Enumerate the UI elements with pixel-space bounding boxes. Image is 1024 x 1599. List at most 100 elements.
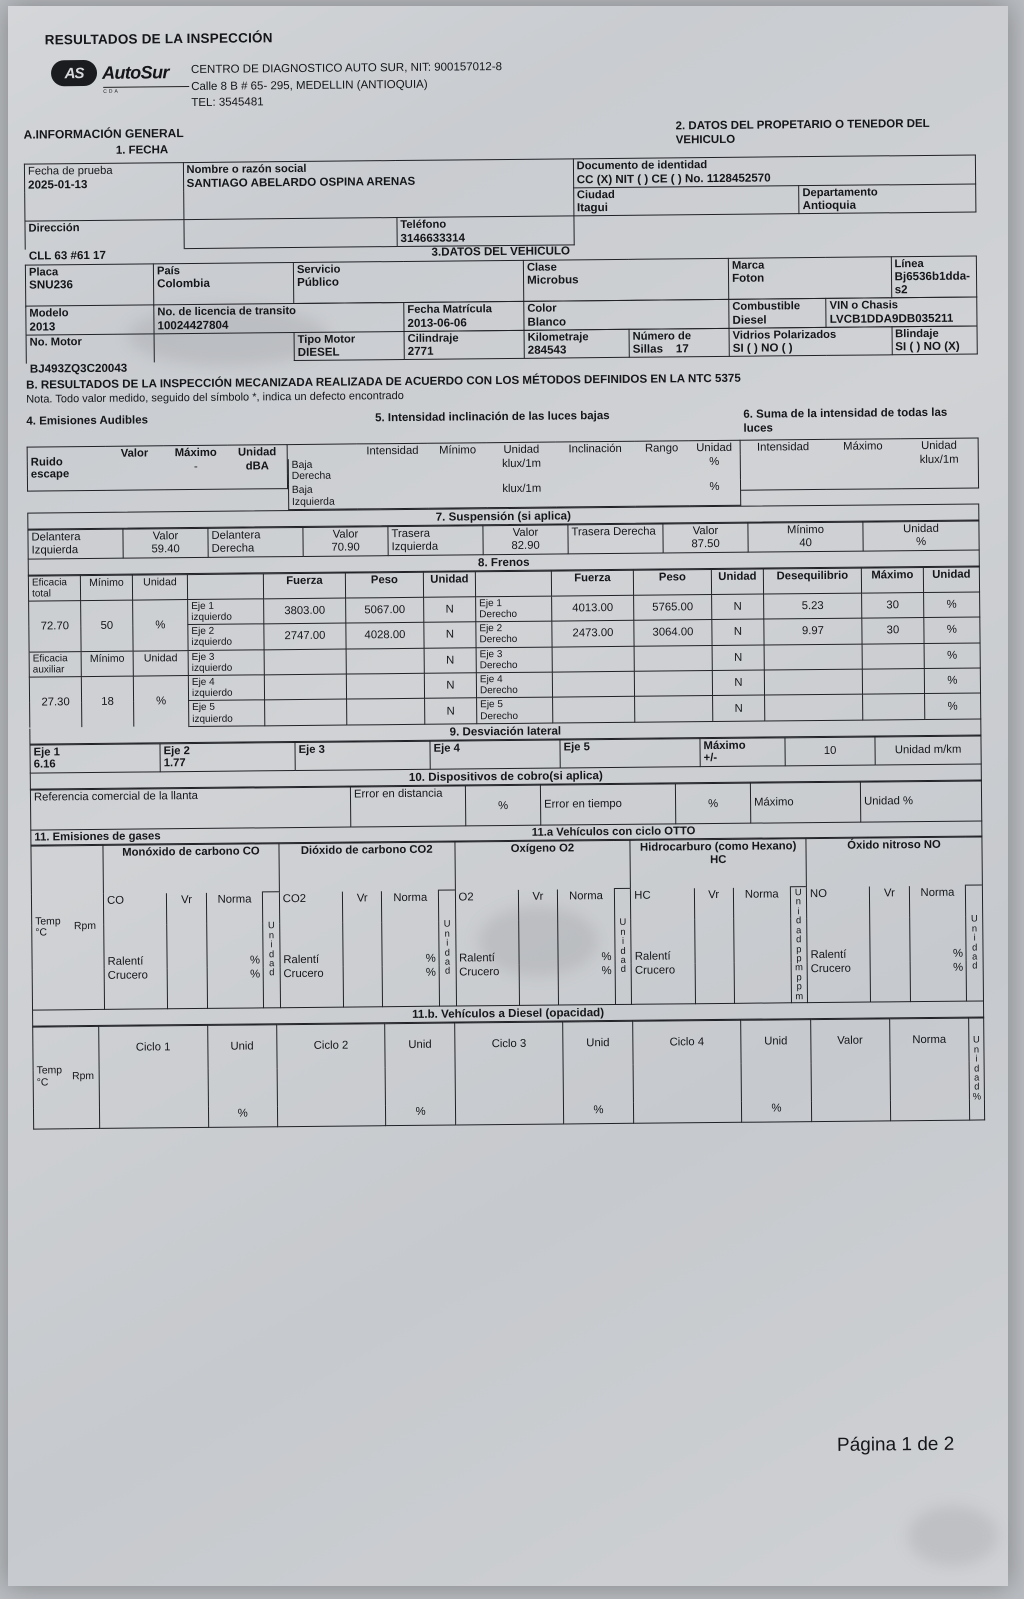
logo-subtext: CDA xyxy=(103,86,190,95)
error-tiempo-label: Error en tiempo xyxy=(540,783,676,826)
col-peso-der: Peso xyxy=(633,569,712,596)
eje4-der-label: Eje 4 Derecho xyxy=(476,672,553,699)
ruido-escape-label: Ruido escape xyxy=(27,446,106,492)
eje2-izq-peso: 4028.00 xyxy=(345,622,425,649)
no-crucero-unit: % xyxy=(909,960,967,1002)
eje3-der-peso xyxy=(634,645,713,672)
eje5-izq-label: Eje 5 izquierdo xyxy=(188,700,265,727)
vidrios-value: SI ( ) NO ( ) xyxy=(732,341,793,356)
eje3-izq-label: Eje 3 izquierdo xyxy=(188,649,265,676)
eje1-der-fuerza: 4013.00 xyxy=(551,595,634,622)
eje5-izq-peso xyxy=(346,698,425,725)
eje2-izq-fuerza: 2747.00 xyxy=(263,623,347,650)
desv-eje1-label: Eje 1 xyxy=(33,746,61,759)
eje1-der-peso: 5765.00 xyxy=(633,594,712,621)
susp-tra-izq-valor-label: Valor xyxy=(512,526,539,540)
eje2-der-peso: 3064.00 xyxy=(633,619,713,646)
co2-crucero-value xyxy=(343,966,383,1007)
eje1-desequilibrio: 5.23 xyxy=(763,593,862,620)
desv-unidad: Unidad m/km xyxy=(874,735,982,766)
opacidad-valor-label: Valor xyxy=(810,1018,890,1064)
cilindraje-value: 2771 xyxy=(407,344,434,359)
no-group-title: Óxido nitroso NO xyxy=(805,837,983,887)
susp-tra-der-valor-label: Valor xyxy=(692,525,719,538)
hc-key: HC xyxy=(630,887,695,920)
ciclo3-label: Ciclo 3 xyxy=(454,1021,564,1067)
logo-mark-icon: AS xyxy=(50,59,98,87)
placa-value: SNU236 xyxy=(29,278,73,292)
col-desequilibrio: Desequilibrio xyxy=(763,567,862,594)
eje5-izq-unidad: N xyxy=(424,698,477,725)
departamento-value: Antioquia xyxy=(802,198,857,213)
error-tiempo-unidad: % xyxy=(675,783,751,824)
susp-minimo: 40 xyxy=(799,536,812,550)
page-footer: Página 1 de 2 xyxy=(836,1433,955,1456)
o2-vr: Vr xyxy=(518,889,558,921)
desv-maximo-value: 10 xyxy=(784,736,876,766)
opacidad-norma xyxy=(889,1061,970,1101)
col-maximo-6: Máximo xyxy=(825,438,901,454)
co-group-title: Monóxido de carbono CO xyxy=(103,843,280,894)
baja-derecha-minimo xyxy=(428,457,487,483)
hc-ralenti-value xyxy=(694,918,735,964)
col-unidad-8: Unidad xyxy=(923,566,980,593)
suma-maximo xyxy=(826,453,901,468)
autosur-logo: AS AutoSur CDA xyxy=(50,57,191,95)
desv-eje2-label: Eje 2 xyxy=(163,744,190,758)
error-distancia-label: Error en distancia xyxy=(350,785,466,828)
ciclo1-unit: % xyxy=(207,1106,278,1127)
desv-eje3-label: Eje 3 xyxy=(298,743,325,756)
col-fuerza-der: Fuerza xyxy=(551,569,634,596)
eje2-der-fuerza: 2473.00 xyxy=(551,620,635,647)
eje1-maximo: 30 xyxy=(861,592,924,619)
licencia-value: 10024427804 xyxy=(157,318,229,333)
eje2-izq-unidad: N xyxy=(423,622,477,648)
co-crucero-unit: % xyxy=(206,967,264,1008)
eje4-desequilibrio xyxy=(764,669,863,696)
ruido-unidad: dBA xyxy=(227,458,288,474)
co-ralenti-value xyxy=(167,923,207,969)
o2-crucero-value xyxy=(518,964,559,1005)
error-distancia-unidad: % xyxy=(465,785,541,826)
referencia-llanta-label: Referencia comercial de la llanta xyxy=(30,787,351,831)
eficacia-aux-unidad-label: Unidad xyxy=(133,650,189,677)
desv-eje4-label: Eje 4 xyxy=(433,742,460,755)
eje5-der-peso xyxy=(634,695,713,723)
hc-norma: Norma xyxy=(733,886,791,919)
susp-tra-der-valor: 87.50 xyxy=(691,537,720,551)
col-maximo-8: Máximo xyxy=(861,567,924,594)
fecha-prueba-value: 2025-01-13 xyxy=(28,177,88,192)
cobro-unidad-label: Unidad % xyxy=(860,781,982,823)
o2-ralenti-label: Ralentí xyxy=(455,920,519,966)
eficacia-aux-label: Eficacia auxiliar xyxy=(29,651,82,678)
baja-derecha-inclinacion xyxy=(556,455,635,481)
ciclo3-unit-cell xyxy=(563,1064,634,1104)
kilometraje-value: 284543 xyxy=(527,343,567,357)
eje4-izq-fuerza xyxy=(264,674,347,701)
eje5-izq-fuerza xyxy=(264,699,347,726)
eficacia-aux-unidad: % xyxy=(133,675,189,727)
eficacia-total-min: 50 xyxy=(80,600,134,652)
eficacia-aux-min-label: Mínimo xyxy=(81,650,134,677)
eje5-unidad: % xyxy=(924,693,981,720)
ciclo3-unid-label: Unid xyxy=(563,1020,633,1066)
o2-group-title: Oxígeno O2 xyxy=(454,840,631,891)
motor-label: No. Motor xyxy=(29,335,82,349)
co-norma: Norma xyxy=(206,891,264,924)
company-header: AS AutoSur CDA CENTRO DE DIAGNOSTICO AUT… xyxy=(50,49,975,113)
co2-crucero-label: Crucero xyxy=(279,966,344,1008)
col-maximo: Máximo xyxy=(163,444,228,460)
company-name-nit: CENTRO DE DIAGNOSTICO AUTO SUR, NIT: 900… xyxy=(190,61,503,77)
eje5-der-label: Eje 5 Derecho xyxy=(476,697,553,724)
no-key: NO xyxy=(806,886,871,919)
hc-crucero-unit xyxy=(734,962,792,1003)
co2-ralenti-unit: % xyxy=(382,921,440,967)
baja-izquierda-minimo xyxy=(428,482,488,509)
eje4-izq-peso xyxy=(346,673,425,700)
eje4-der-unidad: N xyxy=(712,670,765,696)
section-5-title: 5. Intensidad inclinación de las luces b… xyxy=(375,410,610,425)
eje2-izq-label: Eje 2 izquierdo xyxy=(187,624,265,651)
eficacia-total-min-label: Mínimo xyxy=(80,574,133,601)
